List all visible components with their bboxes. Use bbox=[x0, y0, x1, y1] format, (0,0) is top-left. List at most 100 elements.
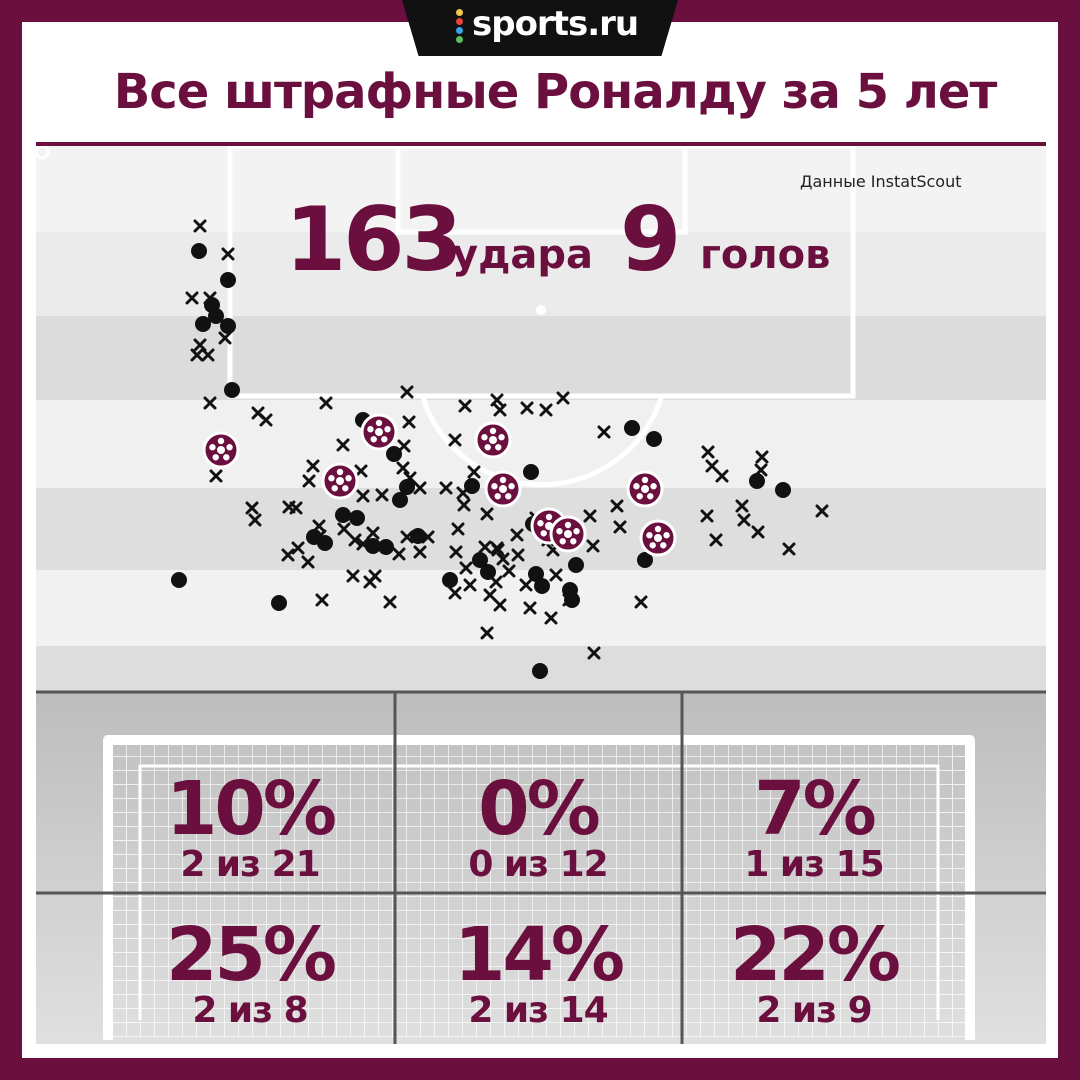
shot-miss-marker bbox=[520, 401, 534, 415]
shot-on-target-marker bbox=[528, 566, 544, 582]
shot-miss-marker bbox=[397, 439, 411, 453]
shot-miss-marker bbox=[346, 569, 360, 583]
shot-miss-marker bbox=[439, 481, 453, 495]
shot-miss-marker bbox=[549, 568, 563, 582]
shot-miss-marker bbox=[449, 545, 463, 559]
shot-on-target-marker bbox=[523, 464, 539, 480]
shot-miss-marker bbox=[400, 530, 414, 544]
shot-miss-marker bbox=[413, 481, 427, 495]
zone-fraction: 0 из 12 bbox=[468, 844, 608, 885]
zone-bottom-left: 25% 2 из 8 bbox=[150, 918, 350, 1030]
shot-on-target-marker bbox=[365, 538, 381, 554]
shot-miss-marker bbox=[493, 403, 507, 417]
shots-count: 163 bbox=[285, 188, 463, 291]
goals-count: 9 bbox=[620, 188, 682, 291]
shot-miss-marker bbox=[291, 541, 305, 555]
shot-on-target-marker bbox=[472, 552, 488, 568]
goal-ball-marker bbox=[639, 519, 677, 557]
shot-miss-marker bbox=[709, 533, 723, 547]
logo-dot bbox=[456, 9, 463, 16]
shot-miss-marker bbox=[348, 533, 362, 547]
shot-miss-marker bbox=[715, 469, 729, 483]
shot-miss-marker bbox=[301, 555, 315, 569]
shot-on-target-marker bbox=[534, 578, 550, 594]
shot-miss-marker bbox=[490, 541, 504, 555]
shot-miss-marker bbox=[705, 459, 719, 473]
shot-on-target-marker bbox=[392, 492, 408, 508]
shot-on-target-marker bbox=[624, 420, 640, 436]
zone-top-left: 10% 2 из 21 bbox=[150, 772, 350, 884]
zone-percent: 25% bbox=[165, 912, 337, 998]
shot-on-target-marker bbox=[195, 316, 211, 332]
goal-ball-marker bbox=[474, 421, 512, 459]
shot-on-target-marker bbox=[749, 473, 765, 489]
shot-miss-marker bbox=[457, 498, 471, 512]
shot-miss-marker bbox=[478, 540, 492, 554]
shot-miss-marker bbox=[218, 331, 232, 345]
shot-on-target-marker bbox=[386, 446, 402, 462]
shot-on-target-marker bbox=[191, 243, 207, 259]
shot-on-target-marker bbox=[568, 557, 584, 573]
shot-on-target-marker bbox=[349, 510, 365, 526]
shot-miss-marker bbox=[356, 489, 370, 503]
shot-miss-marker bbox=[493, 598, 507, 612]
logo-dot bbox=[456, 36, 463, 43]
logo-dots bbox=[456, 9, 464, 47]
zone-percent: 7% bbox=[754, 766, 877, 852]
shot-miss-marker bbox=[400, 385, 414, 399]
shot-miss-marker bbox=[354, 464, 368, 478]
zone-top-center: 0% 0 из 12 bbox=[438, 772, 638, 884]
shot-on-target-marker bbox=[378, 539, 394, 555]
shot-miss-marker bbox=[610, 499, 624, 513]
goals-label: голов bbox=[700, 232, 831, 278]
shot-miss-marker bbox=[556, 391, 570, 405]
shot-miss-marker bbox=[735, 499, 749, 513]
logo-dot bbox=[456, 18, 463, 25]
shot-on-target-marker bbox=[208, 308, 224, 324]
shots-label: удара bbox=[452, 232, 593, 278]
shot-miss-marker bbox=[336, 438, 350, 452]
shot-miss-marker bbox=[523, 601, 537, 615]
shot-miss-marker bbox=[221, 247, 235, 261]
shot-miss-marker bbox=[392, 547, 406, 561]
shot-miss-marker bbox=[185, 291, 199, 305]
shot-miss-marker bbox=[281, 548, 295, 562]
shot-miss-marker bbox=[511, 548, 525, 562]
shot-on-target-marker bbox=[410, 528, 426, 544]
goal-ball-marker bbox=[549, 515, 587, 553]
shot-miss-marker bbox=[315, 593, 329, 607]
shot-miss-marker bbox=[544, 611, 558, 625]
shot-miss-marker bbox=[597, 425, 611, 439]
shot-on-target-marker bbox=[271, 595, 287, 611]
shot-miss-marker bbox=[587, 646, 601, 660]
shot-miss-marker bbox=[583, 509, 597, 523]
goal-ball-marker bbox=[360, 413, 398, 451]
shot-on-target-marker bbox=[480, 564, 496, 580]
shot-miss-marker bbox=[289, 501, 303, 515]
shot-on-target-marker bbox=[637, 552, 653, 568]
zone-fraction: 2 из 21 bbox=[180, 844, 320, 885]
zone-fraction: 1 из 15 bbox=[744, 844, 884, 885]
shot-miss-marker bbox=[489, 575, 503, 589]
shot-on-target-marker bbox=[646, 431, 662, 447]
shot-miss-marker bbox=[463, 578, 477, 592]
shot-miss-marker bbox=[467, 465, 481, 479]
shot-miss-marker bbox=[458, 399, 472, 413]
shot-miss-marker bbox=[701, 445, 715, 459]
shot-on-target-marker bbox=[171, 572, 187, 588]
shot-miss-marker bbox=[480, 507, 494, 521]
shot-on-target-marker bbox=[532, 663, 548, 679]
data-source-credit: Данные InstatScout bbox=[800, 172, 962, 191]
title-underline bbox=[36, 142, 1046, 146]
shot-miss-marker bbox=[634, 595, 648, 609]
shot-miss-marker bbox=[539, 403, 553, 417]
zone-bottom-center: 14% 2 из 14 bbox=[438, 918, 638, 1030]
zone-bottom-right: 22% 2 из 9 bbox=[714, 918, 914, 1030]
shot-miss-marker bbox=[519, 578, 533, 592]
shot-miss-marker bbox=[480, 626, 494, 640]
zone-fraction: 2 из 9 bbox=[756, 990, 872, 1031]
shot-on-target-marker bbox=[564, 592, 580, 608]
shot-miss-marker bbox=[203, 396, 217, 410]
